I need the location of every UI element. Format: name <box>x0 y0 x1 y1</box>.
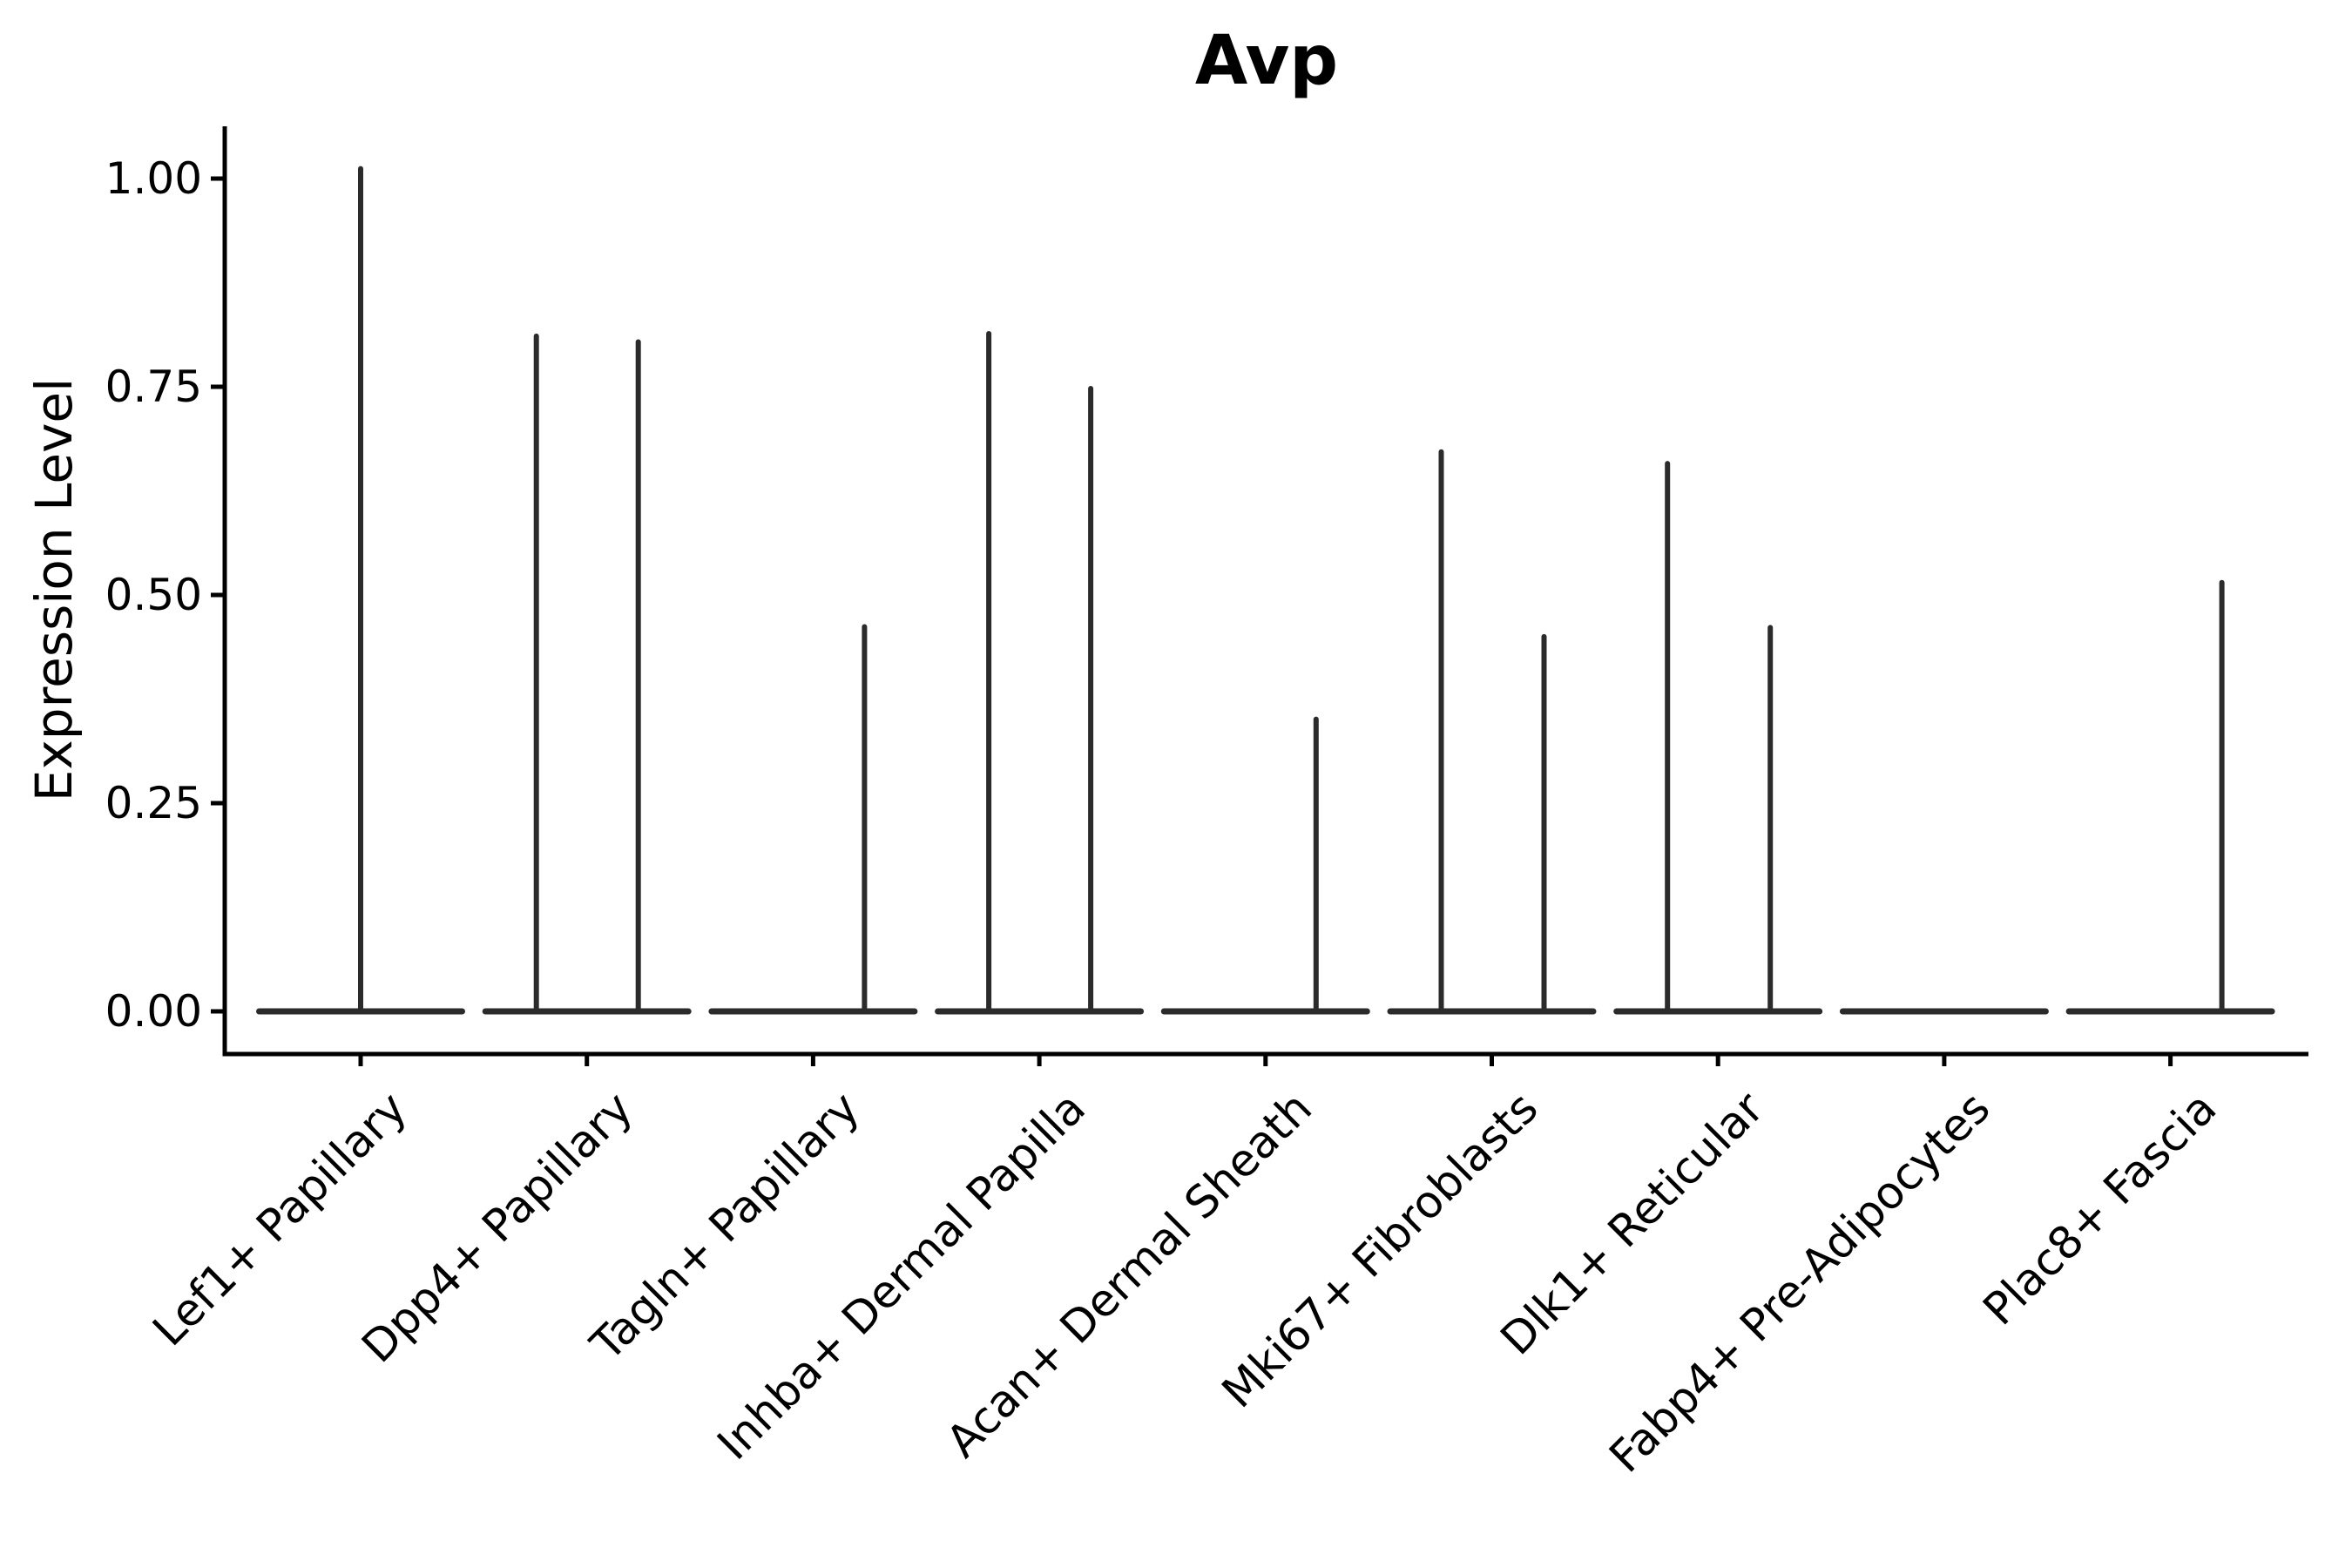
violin-spike <box>635 339 641 1014</box>
y-tick-label: 0.50 <box>105 570 202 620</box>
violin-spike <box>1438 449 1444 1014</box>
violin-baseline <box>256 1008 465 1015</box>
violin-spike <box>2219 579 2225 1014</box>
violin-spike <box>1088 386 1094 1014</box>
violin-spike <box>533 333 539 1014</box>
violin-baseline <box>1160 1008 1370 1015</box>
y-tick-label: 0.25 <box>105 778 202 828</box>
violin-baseline <box>1387 1008 1597 1015</box>
violin-spike <box>358 166 363 1014</box>
violin-spike <box>862 624 868 1014</box>
violin-baseline <box>1839 1008 2049 1015</box>
violin-baseline <box>1613 1008 1823 1015</box>
violin-baseline <box>708 1008 918 1015</box>
y-tick-label: 0.00 <box>105 986 202 1037</box>
violin-baseline <box>482 1008 692 1015</box>
violin-spike <box>1313 716 1319 1014</box>
violin-spike <box>986 330 992 1014</box>
violin-spike <box>1541 633 1547 1014</box>
plot-title: Avp <box>1194 22 1339 100</box>
y-tick-label: 0.75 <box>105 362 202 412</box>
violin-spike <box>1767 625 1774 1014</box>
violin-baseline <box>2065 1008 2275 1015</box>
violin-baseline <box>935 1008 1145 1015</box>
violin-spike <box>1665 461 1671 1014</box>
y-tick-label: 1.00 <box>105 153 202 204</box>
